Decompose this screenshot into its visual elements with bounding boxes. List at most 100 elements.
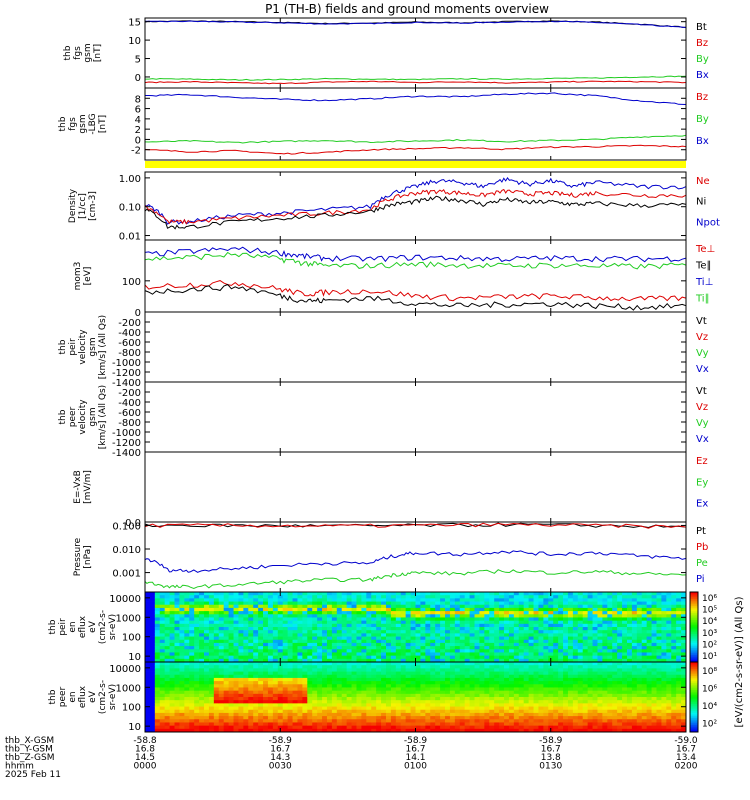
spectrogram-p10 (145, 662, 687, 733)
y-tick-label: 10000 (109, 664, 141, 675)
y-tick-label: -1000 (112, 428, 141, 439)
y-axis-label-line: sr-eV) (108, 614, 118, 640)
y-tick-label: -1400 (112, 378, 141, 389)
y-tick-label: 10 (128, 36, 141, 47)
y-axis-label-line: -LBG (88, 113, 98, 134)
axis-column-value: -58.9 (269, 736, 293, 746)
y-axis-label-line: eV (88, 690, 98, 703)
legend-p2-0: Bz (696, 92, 708, 103)
y-tick-label: 0.01 (119, 232, 141, 243)
y-tick-label: 4 (135, 115, 141, 126)
y-axis-label-line: fgs (73, 46, 83, 60)
legend-p4-2: Ti⊥ (695, 277, 713, 288)
y-axis-label-p4: mom3 [eV] (73, 262, 93, 291)
axis-column-value: 16.7 (676, 745, 696, 755)
y-tick-label: -1200 (112, 438, 141, 449)
y-axis-label-line: [km/s] (All Qs) (98, 385, 108, 449)
y-axis-label-line: peir (58, 618, 68, 636)
panel-frame (144, 17, 687, 89)
y-axis-label-line: sr-eV) (108, 684, 118, 710)
y-tick-label: 0.100 (112, 521, 141, 532)
y-axis-label-line: gsm (78, 114, 88, 133)
series-line-p1-1 (145, 20, 687, 29)
legend-p8-1: Pb (696, 542, 708, 553)
y-axis-label-line: gsm (83, 43, 93, 62)
series-line-p4-3 (144, 283, 687, 311)
y-axis-label-line: gsm (88, 407, 98, 426)
legend-p7-0: Ez (696, 456, 708, 467)
y-axis-label-line: velocity (78, 399, 88, 435)
y-axis-label-p8: Pressure [nPa] (73, 537, 93, 576)
panel-p5: Vt Vz Vy Vx -1400-1200-1000-800-600-400-2000… (58, 308, 709, 389)
axis-row-label: hhmm (5, 762, 34, 772)
y-axis-label-line: Density (68, 188, 78, 223)
y-axis-label-p1: thb fgs gsm [nT] (63, 43, 103, 62)
axis-column-value: 0030 (269, 762, 292, 772)
colorbar-tick-label: 10⁶ (702, 594, 717, 604)
legend-p5-0: Vt (696, 316, 707, 327)
y-tick-label: 0 (135, 73, 141, 84)
y-axis-label-line: eflux (78, 685, 88, 708)
y-axis-label-line: eV (88, 620, 98, 633)
colorbar-tick-label: 10² (702, 641, 717, 651)
y-tick-label: -600 (118, 338, 141, 349)
y-axis-label-line: Pressure (73, 537, 83, 576)
axis-column-value: 16.7 (405, 745, 425, 755)
y-tick-label: -200 (118, 388, 141, 399)
axis-column-value: 0130 (539, 762, 562, 772)
series-line-p1-3 (144, 80, 687, 85)
legend-p1-1: Bz (696, 38, 708, 49)
y-axis-label-line: E=-VxB (73, 470, 83, 504)
y-axis-label-line: [nT] (93, 44, 103, 62)
y-axis-label-line: [nPa] (83, 545, 93, 568)
plot-title: P1 (TH-B) fields and ground moments over… (265, 2, 549, 16)
colorbar-tick-label: 10³ (702, 629, 717, 639)
legend-p6-0: Vt (696, 386, 707, 397)
panel-frame (144, 311, 687, 383)
series-line-p4-1 (144, 251, 687, 270)
y-axis-label-line: thb (63, 45, 73, 60)
y-tick-label: 0.10 (119, 203, 141, 214)
axis-column-value: 13.8 (541, 753, 561, 763)
y-tick-label: 100 (122, 633, 141, 644)
y-tick-label: 0.0 (125, 518, 141, 529)
series-line-p8-2 (144, 550, 687, 573)
panel-p8: Pt Pb Pe Pi 0.001 0.010 0.100 Pressure [nPa] (73, 521, 708, 593)
legend-p8-3: Pi (696, 574, 705, 585)
y-axis-label-line: peer (68, 406, 78, 427)
axis-column-value: 14.1 (405, 753, 425, 763)
y-tick-label: 100 (122, 277, 141, 288)
legend-p2-2: Bx (696, 136, 709, 147)
y-tick-label: -400 (118, 328, 141, 339)
y-axis-label-line: peer (58, 686, 68, 707)
colorbar-tick-label: 10⁴ (702, 702, 717, 712)
panel-frame (144, 239, 687, 313)
panel-p10: 10² 10⁴ 10⁶ 10⁸ 10 100 1000 10000 thb peer en eflux… (48, 661, 717, 733)
panel-p4: Te⊥ Te∥ Ti⊥ Ti∥ 100 mom3 [eV] (73, 239, 715, 313)
y-axis-label-line: [km/s] (All Qs) (98, 315, 108, 379)
y-axis-label-p7: E=-VxB [mV/m] (73, 470, 93, 504)
legend-p6-2: Vy (696, 418, 709, 429)
legend-p8-2: Pe (696, 558, 708, 569)
y-axis-label-line: [cm-3] (88, 191, 98, 221)
y-tick-label: -2 (131, 146, 141, 157)
axis-column-value: -58.8 (133, 736, 157, 746)
y-axis-label-line: velocity (78, 329, 88, 365)
y-axis-label-p10: thb peer en eflux eV (cm2-s-sr-eV) (48, 680, 118, 714)
legend-p8-0: Pt (696, 526, 706, 537)
series-line-p4-0 (144, 246, 687, 263)
y-tick-label: 10 (128, 652, 141, 663)
y-axis-label-line: thb (58, 116, 68, 131)
y-tick-label: 6 (135, 105, 141, 116)
series-line-p2-1 (144, 134, 687, 144)
axis-column-value: 0100 (404, 762, 427, 772)
y-axis-label-line: eflux (78, 615, 88, 638)
y-axis-label-line: (cm2-s- (98, 680, 108, 714)
legend-p6-1: Vz (696, 402, 708, 413)
colorbar-p10: 10² 10⁴ 10⁶ 10⁸ (689, 661, 717, 733)
y-axis-label-line: thb (58, 339, 68, 354)
y-axis-label-line: thb (58, 409, 68, 424)
